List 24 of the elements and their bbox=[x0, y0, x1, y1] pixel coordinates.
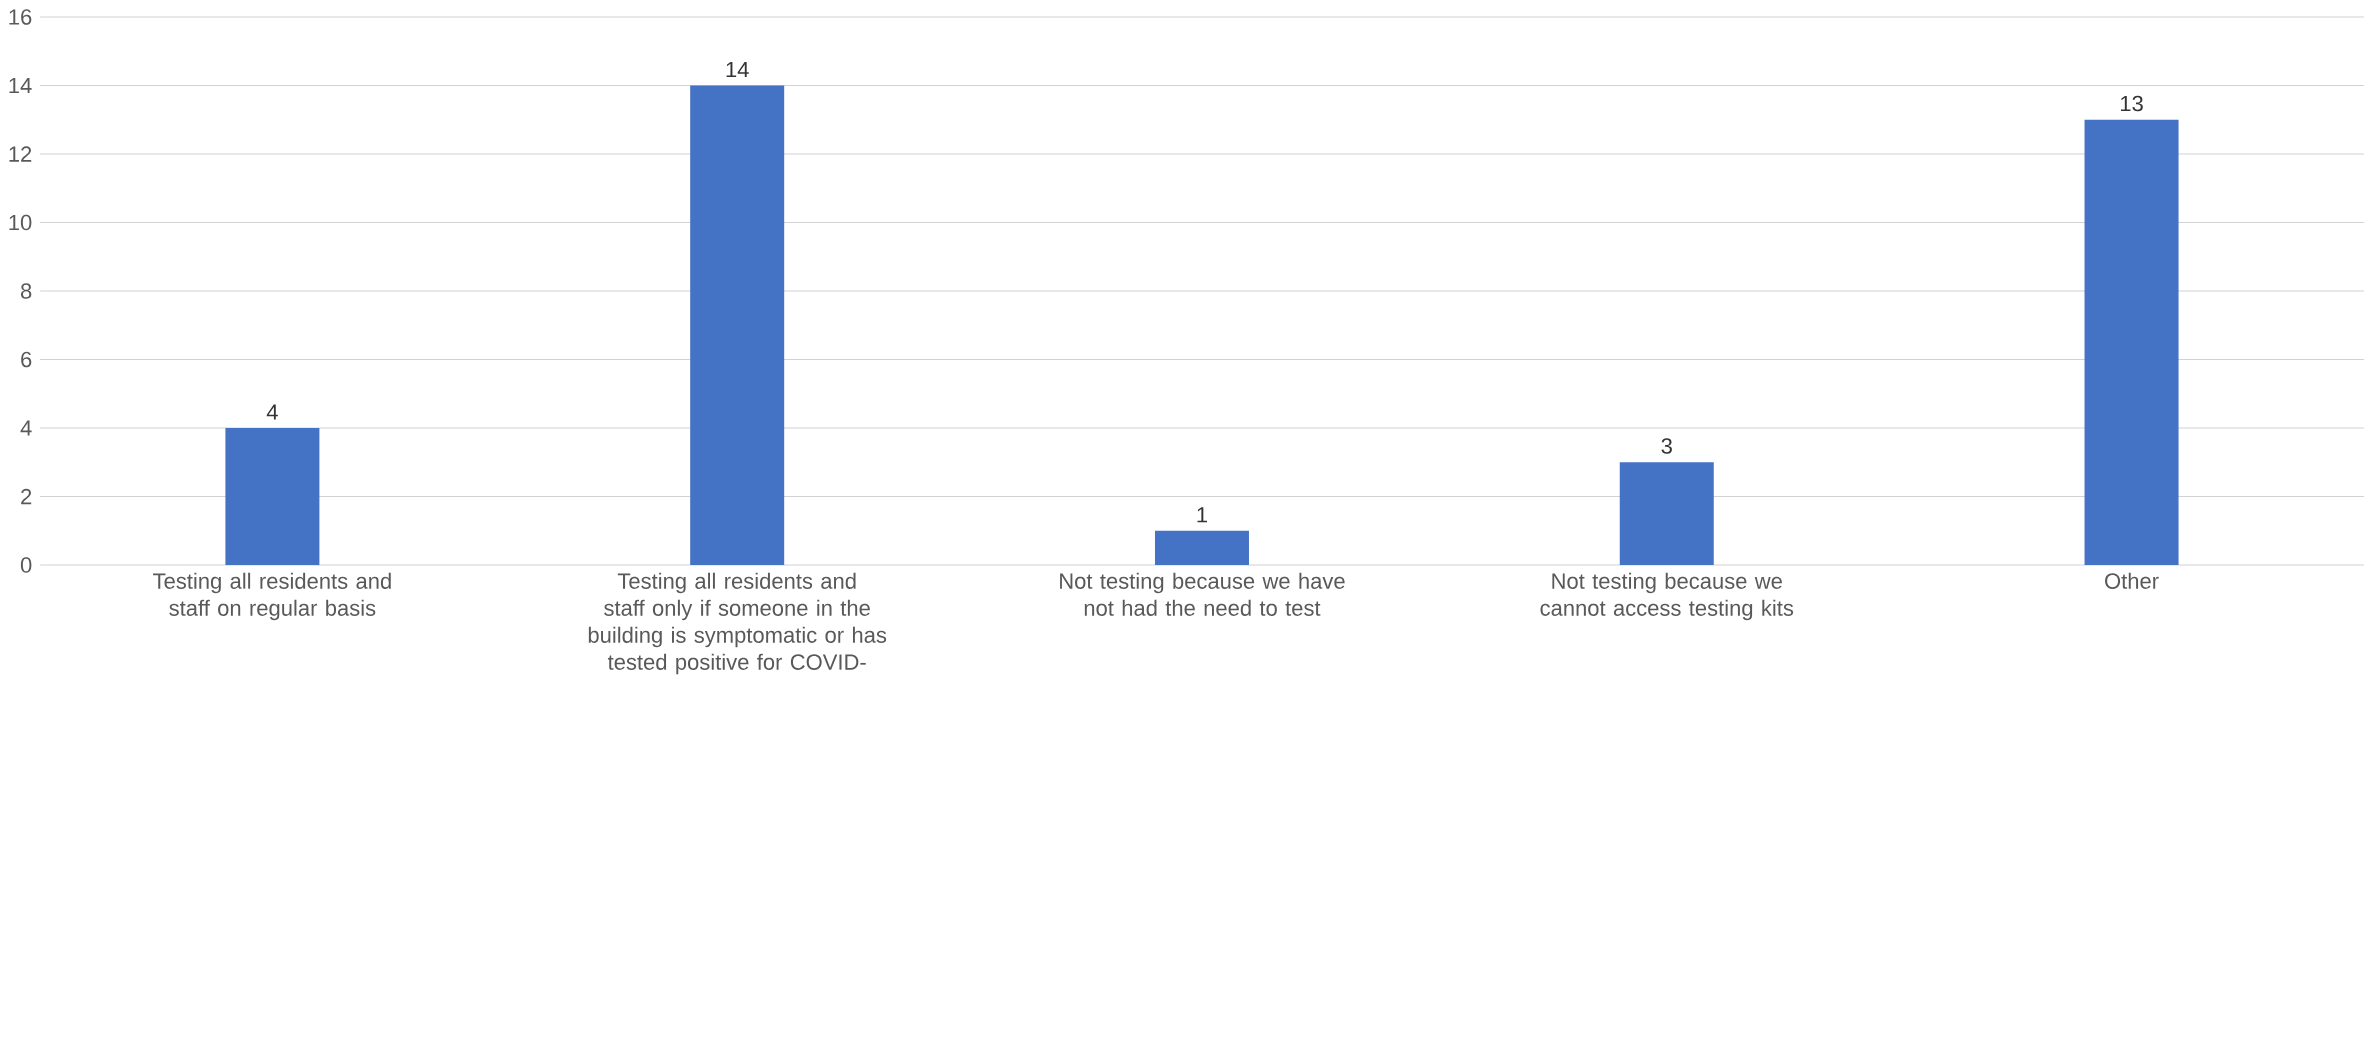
y-tick-label: 4 bbox=[20, 420, 32, 436]
y-tick-label: 2 bbox=[21, 488, 32, 505]
bar bbox=[2084, 119, 2179, 565]
x-tick-label: Testing all residents and staff on regular basis bbox=[153, 572, 391, 621]
bar bbox=[1619, 462, 1714, 565]
x-tick-label: Other bbox=[2105, 572, 2159, 589]
y-tick-label: 14 bbox=[9, 77, 32, 94]
data-label: 4 bbox=[266, 404, 278, 420]
y-tick-label: 16 bbox=[9, 9, 32, 25]
x-tick-label: Not testing because we cannot access testing kits bbox=[1540, 572, 1794, 621]
y-tick-label: 12 bbox=[9, 146, 32, 162]
x-tick-label: Testing all residents and staff only if someone in the building is symptomatic or has tested positive for COVID- bbox=[588, 572, 887, 675]
bar bbox=[690, 85, 785, 565]
y-tick-label: 10 bbox=[9, 214, 32, 231]
y-tick-label: 0 bbox=[20, 557, 32, 573]
data-label: 14 bbox=[726, 61, 749, 78]
y-tick-label: 6 bbox=[21, 351, 32, 368]
x-tick-label: Not testing because we have not had the need to test bbox=[1060, 572, 1345, 616]
bar bbox=[225, 427, 320, 565]
data-label: 3 bbox=[1661, 438, 1672, 454]
bar bbox=[1154, 530, 1249, 565]
data-label: 13 bbox=[2120, 95, 2143, 112]
data-label: 1 bbox=[1197, 507, 1208, 523]
y-tick-label: 8 bbox=[20, 283, 32, 299]
